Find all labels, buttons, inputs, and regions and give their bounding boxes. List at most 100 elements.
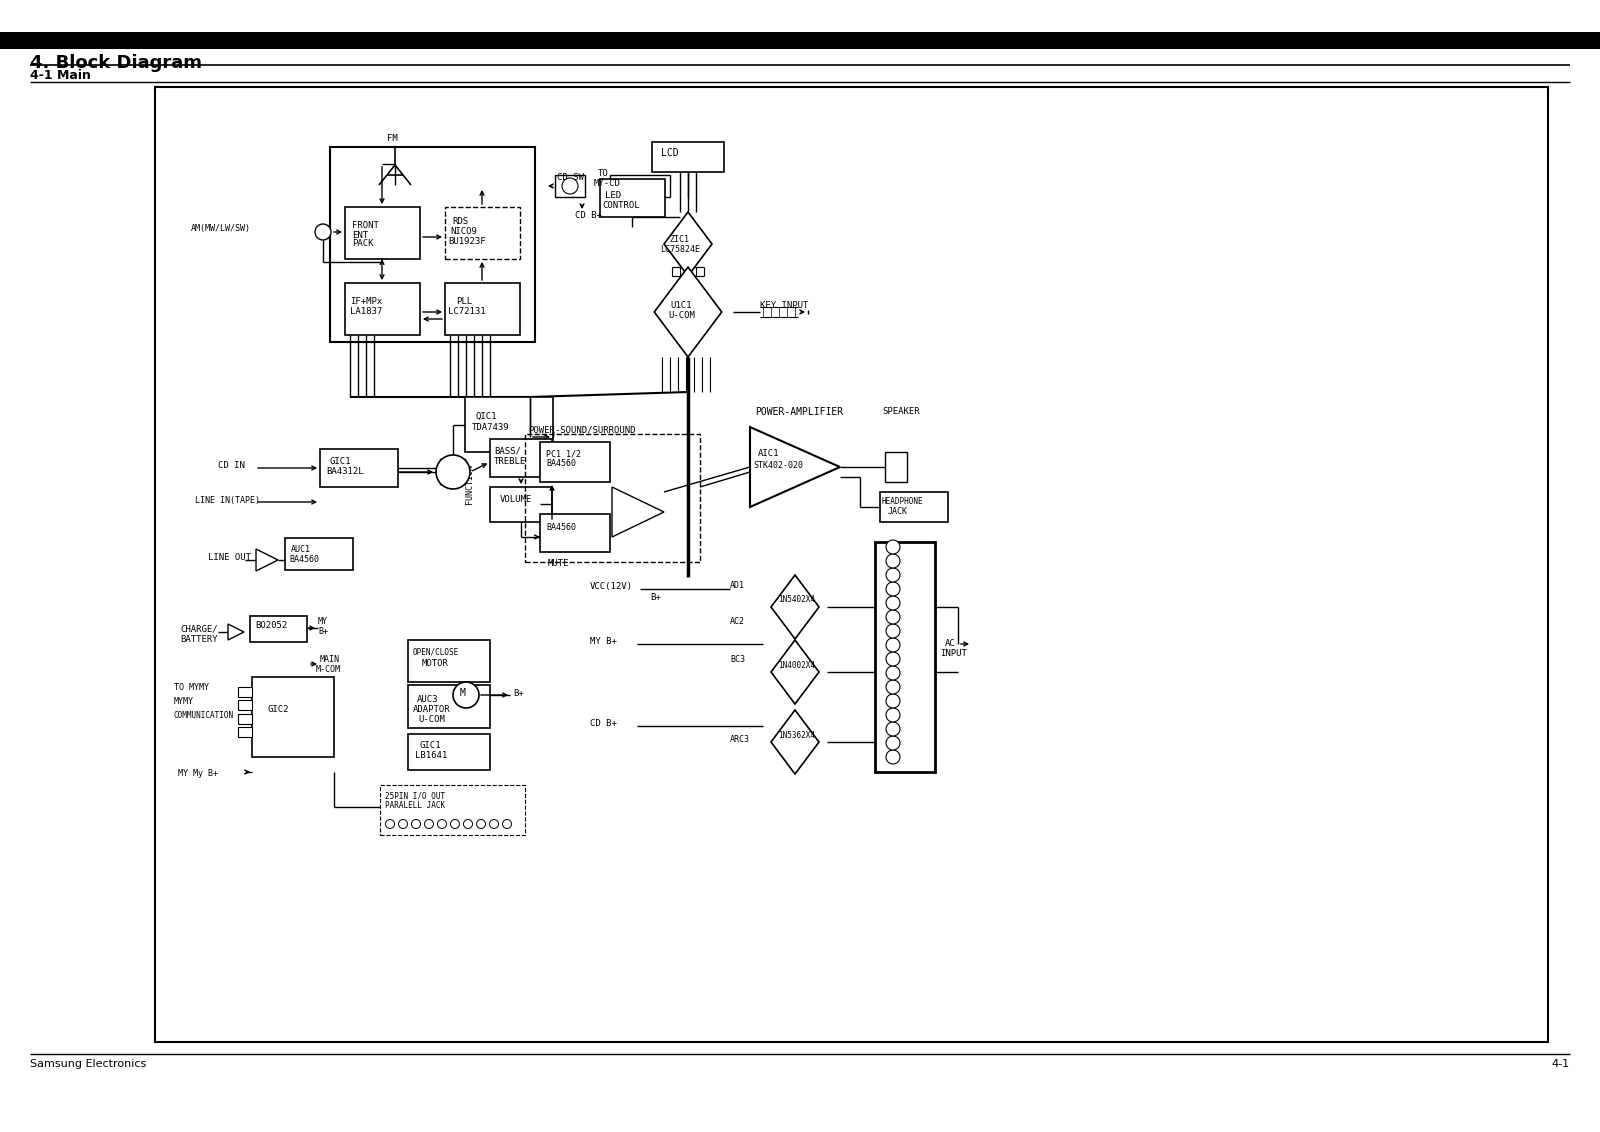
Bar (653, 142, 723, 172)
Text: LINE IN(TAPE): LINE IN(TAPE) (195, 496, 259, 505)
Polygon shape (750, 427, 840, 507)
Text: TDA7439: TDA7439 (472, 422, 510, 431)
Text: U1C1: U1C1 (670, 300, 691, 309)
Text: GIC1: GIC1 (419, 740, 442, 749)
Bar (346, 207, 419, 259)
Text: LINE OUT: LINE OUT (208, 552, 251, 561)
Polygon shape (611, 487, 664, 537)
Text: AM(MW/LW/SW): AM(MW/LW/SW) (190, 223, 251, 232)
Text: LCD: LCD (661, 148, 678, 158)
Text: ADAPTOR: ADAPTOR (413, 704, 451, 713)
Text: PC1 1/2: PC1 1/2 (546, 449, 581, 458)
Text: MY-CD: MY-CD (594, 179, 621, 188)
Text: CD B+: CD B+ (574, 212, 602, 221)
Text: MY: MY (318, 617, 328, 626)
Bar (541, 441, 610, 482)
Circle shape (886, 568, 899, 582)
Bar (490, 439, 552, 477)
Circle shape (886, 597, 899, 610)
Text: BA4312L: BA4312L (326, 468, 363, 477)
Text: AC: AC (946, 640, 955, 649)
Polygon shape (654, 267, 722, 357)
Circle shape (451, 820, 459, 829)
Circle shape (424, 820, 434, 829)
Bar (445, 207, 520, 259)
Bar (408, 685, 490, 728)
Circle shape (886, 694, 899, 708)
Text: LC72131: LC72131 (448, 308, 486, 317)
Text: MYMY: MYMY (174, 697, 194, 706)
Circle shape (886, 751, 899, 764)
Text: RDS: RDS (453, 217, 469, 226)
Bar (541, 514, 610, 552)
Polygon shape (771, 710, 819, 774)
Text: PACK: PACK (352, 240, 373, 249)
Circle shape (886, 680, 899, 694)
Bar (408, 640, 490, 681)
Text: 1N5402X4: 1N5402X4 (778, 595, 814, 604)
Bar (238, 687, 253, 697)
Bar (600, 179, 666, 217)
Bar (285, 538, 354, 571)
Text: BO2052: BO2052 (254, 620, 288, 629)
Text: TO: TO (598, 170, 608, 179)
Text: AUC1: AUC1 (291, 546, 310, 555)
Bar (238, 700, 253, 710)
Polygon shape (229, 624, 243, 640)
Text: BA4560: BA4560 (290, 556, 318, 565)
Text: POWER-SOUND/SURROUND: POWER-SOUND/SURROUND (528, 426, 635, 435)
Bar (155, 87, 1549, 1041)
Circle shape (886, 638, 899, 652)
Text: CD IN: CD IN (218, 461, 245, 470)
Text: INPUT: INPUT (941, 650, 966, 659)
Circle shape (886, 540, 899, 554)
Text: AC2: AC2 (730, 617, 746, 626)
Text: 4. Block Diagram: 4. Block Diagram (30, 54, 202, 72)
Text: 25PIN I/O OUT: 25PIN I/O OUT (386, 791, 445, 800)
Text: FUNCTION: FUNCTION (466, 464, 474, 504)
Bar (253, 677, 334, 757)
Text: ARC3: ARC3 (730, 736, 750, 745)
Text: FRONT: FRONT (352, 222, 379, 231)
Text: 1N5362X4: 1N5362X4 (778, 730, 814, 739)
Polygon shape (664, 212, 712, 276)
Text: FM: FM (387, 134, 398, 143)
Text: BC3: BC3 (730, 655, 746, 664)
Polygon shape (771, 575, 819, 638)
Bar (250, 616, 307, 642)
Text: MAIN: MAIN (320, 655, 339, 664)
Text: POWER-AMPLIFIER: POWER-AMPLIFIER (755, 408, 843, 417)
Text: LED: LED (605, 190, 621, 199)
Text: M-COM: M-COM (317, 666, 341, 675)
Text: B+: B+ (514, 688, 523, 697)
Circle shape (886, 624, 899, 638)
Text: CONTROL: CONTROL (602, 200, 640, 209)
Text: VCC(12V): VCC(12V) (590, 583, 634, 592)
Text: U-COM: U-COM (418, 714, 445, 723)
Text: 4-1: 4-1 (1552, 1060, 1570, 1069)
Circle shape (477, 820, 485, 829)
Text: HEADPHONE: HEADPHONE (882, 497, 923, 506)
Text: COMMUNICATION: COMMUNICATION (174, 712, 234, 720)
Text: IF+MPx: IF+MPx (350, 297, 382, 306)
Text: OPEN/CLOSE: OPEN/CLOSE (413, 648, 459, 657)
Text: BU1923F: BU1923F (448, 238, 486, 247)
Text: BATTERY: BATTERY (179, 635, 218, 643)
Text: BA4560: BA4560 (546, 460, 576, 469)
Text: PARALELL JACK: PARALELL JACK (386, 801, 445, 811)
Text: LA1837: LA1837 (350, 308, 382, 317)
Circle shape (398, 820, 408, 829)
Bar (408, 734, 490, 770)
Text: QIC1: QIC1 (477, 412, 498, 420)
Text: KEY INPUT: KEY INPUT (760, 301, 808, 310)
Circle shape (437, 820, 446, 829)
Circle shape (435, 455, 470, 489)
Text: GIC2: GIC2 (269, 704, 290, 713)
Text: ENT: ENT (352, 231, 368, 240)
Bar (885, 452, 907, 482)
Text: CD SW: CD SW (557, 172, 584, 181)
Bar (466, 397, 554, 452)
Bar (445, 283, 520, 335)
Text: TREBLE: TREBLE (494, 456, 526, 465)
Text: MY My B+: MY My B+ (178, 770, 218, 779)
